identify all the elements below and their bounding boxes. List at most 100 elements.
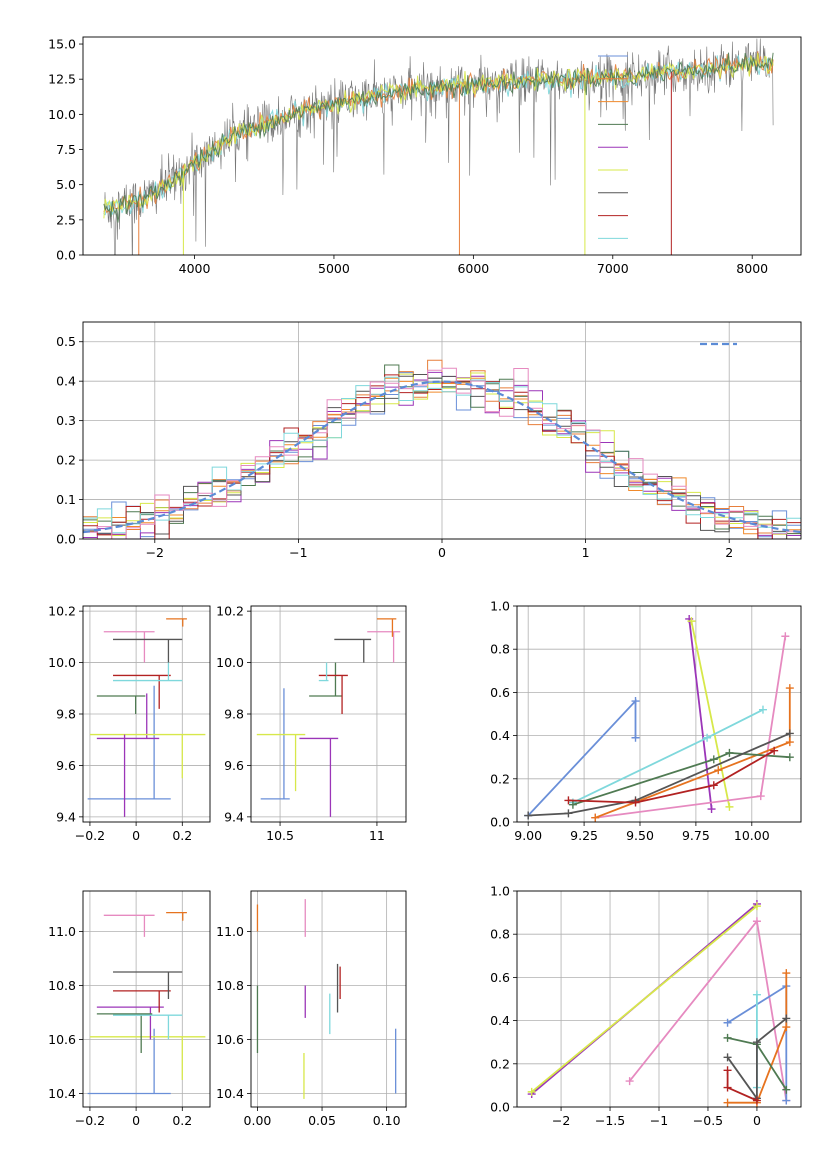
residuals-xtick-label-1: −1 [289, 545, 307, 560]
age_vs_Z-frame [82, 605, 211, 823]
age_vs_mass-ytick-label-1: 9.6 [224, 758, 244, 773]
spectrum-ytick-label-4: 10.0 [48, 107, 76, 122]
mass_vs_Z-panel: −0.2 0 0.2 10.4 10.6 10.8 11.0 [48, 890, 211, 1128]
age_vs_mass-ytick-label-4: 10.2 [216, 604, 244, 619]
age_vs_Z-xtick-label-2: 0.2 [172, 828, 192, 843]
weight-Z-series-7-marker-2 [752, 1038, 761, 1047]
weight-age-series-6-marker-0 [568, 800, 577, 809]
weight-age-series-6-marker-2 [725, 748, 734, 757]
residuals-xtick-label-4: 2 [725, 545, 733, 560]
weight-age-series-6-marker-1 [709, 755, 718, 764]
age_vs_Z-ytick-label-3: 10.0 [48, 655, 76, 670]
mass_vs_EBV-panel: 0.00 0.05 0.10 10.4 10.6 10.8 11.0 [216, 890, 407, 1128]
spectrum-ytick-label-0: 0.0 [56, 248, 76, 263]
weight-Z-series-8-line [726, 1070, 758, 1102]
weight-age-series-2-marker-1 [725, 802, 734, 811]
weight_vs_age-xtick-label-0: 9.00 [514, 828, 542, 843]
weight-age-series-5-marker-1 [703, 733, 712, 742]
weight_vs_Z-xtick-label-4: 0 [753, 1113, 761, 1128]
weight_vs_age-ytick-label-0: 0.0 [490, 815, 510, 830]
weight-age-series-6-line [572, 751, 790, 806]
weight_vs_Z-plot-area [527, 899, 791, 1107]
weight_vs_age-xtick-label-4: 10.00 [734, 828, 770, 843]
mass_vs_Z-ytick-label-2: 10.8 [48, 978, 76, 993]
weight_vs_age-plot-area [524, 614, 794, 822]
weight-age-series-5-line [572, 708, 764, 804]
weight-age-series-7-marker-0 [524, 811, 533, 820]
spectrum-xtick-label-4: 8000 [736, 261, 768, 276]
mass_vs_Z-ytick-label-0: 10.4 [48, 1086, 76, 1101]
spectrum-xtick-label-1: 5000 [318, 261, 350, 276]
age_vs_Z-plot-area [87, 618, 206, 817]
weight-Z-series-8-marker-1 [723, 1083, 732, 1092]
weight_vs_Z-frame [516, 890, 802, 1108]
weight_vs_Z-panel: −2 −1.5 −1 −0.5 0 0.0 0.2 0.4 0.6 0.8 1.0 [490, 884, 802, 1128]
weight_vs_Z-xtick-label-2: −1 [650, 1113, 668, 1128]
weight-age-series-7-marker-1 [564, 809, 573, 818]
residuals-xtick-label-2: 0 [438, 545, 446, 560]
residuals-frame [82, 321, 802, 540]
mass_vs_EBV-xtick-label-0: 0.00 [244, 1113, 272, 1128]
residual-histogram-salp_stelib [83, 374, 801, 539]
weight-Z-series-5-marker-0 [752, 990, 761, 999]
weight-Z-series-1-line [531, 905, 758, 1093]
weight_vs_Z-ytick-label-5: 1.0 [490, 884, 510, 899]
mass_vs_EBV-xtick-label-2: 0.10 [373, 1113, 401, 1128]
weight-age-series-2-marker-0 [687, 617, 696, 626]
residual-histogram-salp_elodie [83, 371, 801, 539]
spectrum-xtick-label-3: 7000 [597, 261, 629, 276]
residuals-plot-area [83, 359, 801, 539]
weight_vs_age-xtick-label-1: 9.25 [570, 828, 598, 843]
mass_vs_EBV-ytick-label-3: 11.0 [216, 924, 244, 939]
weight-Z-series-8-marker-2 [752, 1096, 761, 1105]
age_vs_Z-ytick-label-2: 9.8 [56, 707, 76, 722]
weight-age-series-6-marker-3 [785, 753, 794, 762]
weight_vs_age-ytick-label-2: 0.4 [490, 728, 510, 743]
weight-Z-series-2-marker-0 [625, 1077, 634, 1086]
weight-Z-series-6-marker-0 [723, 1033, 732, 1042]
residual-gaussian-curve [83, 380, 801, 534]
weight-age-series-4-marker-1 [714, 766, 723, 775]
age_vs_mass-ytick-label-2: 9.8 [224, 707, 244, 722]
weight_vs_age-frame [516, 605, 802, 823]
weight-age-series-7-marker-3 [785, 729, 794, 738]
mass_vs_Z-xtick-label-0: −0.2 [75, 1113, 105, 1128]
weight-age-series-7-line [528, 732, 791, 817]
spectrum-ytick-label-5: 12.5 [48, 72, 76, 87]
weight-Z-series-1-marker-1 [752, 902, 761, 911]
weight_vs_Z-xtick-label-0: −2 [552, 1113, 570, 1128]
residuals-xtick-label-0: −2 [146, 545, 164, 560]
spectrum-plot-area [103, 38, 774, 255]
weight-Z-series-8-marker-0 [723, 1066, 732, 1075]
weight_vs_Z-ytick-label-4: 0.8 [490, 927, 510, 942]
age_vs_mass-frame [250, 605, 407, 823]
mass_vs_EBV-ytick-label-2: 10.8 [216, 978, 244, 993]
residuals-ytick-label-2: 0.2 [56, 453, 76, 468]
spectrum-xtick-label-0: 4000 [179, 261, 211, 276]
weight-Z-series-7-marker-3 [782, 1014, 791, 1023]
weight-age-series-8-line [568, 749, 775, 804]
spectrum-model-line-chab_elodie [103, 52, 774, 223]
weight_vs_Z-ytick-label-2: 0.4 [490, 1013, 510, 1028]
weight_vs_age-xtick-label-3: 9.75 [682, 828, 710, 843]
weight-age-series-0-marker-1 [631, 697, 640, 706]
residuals-ytick-label-0: 0.0 [56, 532, 76, 547]
spectrum-ytick-label-1: 2.5 [56, 212, 76, 227]
age_vs_Z-ytick-label-0: 9.4 [56, 809, 76, 824]
weight-age-series-5-marker-2 [758, 705, 767, 714]
weight_vs_age-panel: 9.00 9.25 9.50 9.75 10.00 0.0 0.2 0.4 0.6 0.8 1.0 [490, 599, 802, 843]
spectrum-xtick-label-2: 6000 [457, 261, 489, 276]
age_vs_mass-panel: 10.5 11 9.4 9.6 9.8 10.0 10.2 [216, 604, 407, 843]
weight_vs_Z-ytick-label-3: 0.6 [490, 970, 510, 985]
weight-Z-series-3-marker-0 [723, 1018, 732, 1027]
residuals-ytick-label-1: 0.1 [56, 492, 76, 507]
weight_vs_Z-xtick-label-3: −0.5 [693, 1113, 723, 1128]
age_vs_Z-xtick-label-1: 0 [132, 828, 140, 843]
spectrum-ytick-label-2: 5.0 [56, 177, 76, 192]
mass_vs_Z-plot-area [87, 911, 206, 1095]
age_vs_Z-xtick-label-0: −0.2 [75, 828, 105, 843]
mass_vs_Z-xtick-label-2: 0.2 [172, 1113, 192, 1128]
weight-age-series-3-marker-2 [781, 632, 790, 641]
residuals-ytick-label-3: 0.3 [56, 413, 76, 428]
weight-age-series-3-marker-1 [756, 792, 765, 801]
